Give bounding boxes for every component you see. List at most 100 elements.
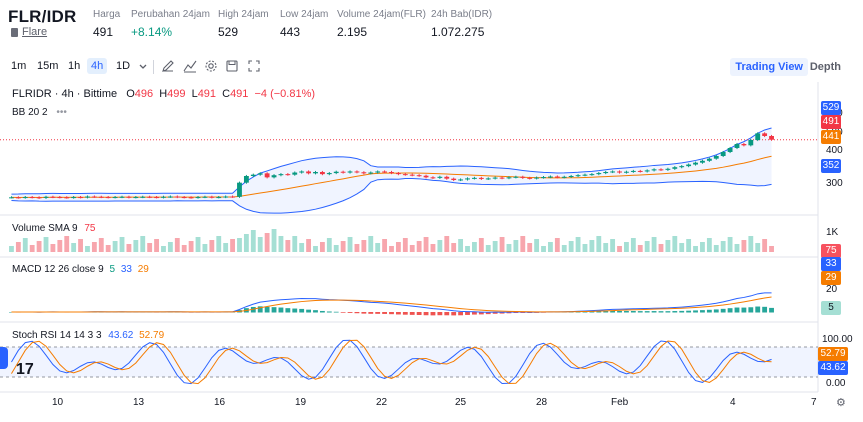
- ohlc-high: 499: [167, 88, 186, 100]
- timeframe-1m[interactable]: 1m: [11, 60, 27, 72]
- volume-bar: [624, 242, 629, 252]
- candle-body: [9, 197, 14, 199]
- candle-body: [658, 169, 664, 171]
- candle-body: [409, 174, 415, 176]
- stat-value: +8.14%: [131, 25, 173, 39]
- macd-histogram-bar: [458, 312, 464, 316]
- indicator-icon[interactable]: [183, 59, 197, 73]
- volume-bar: [769, 246, 774, 252]
- macd-histogram-bar: [299, 308, 305, 313]
- stoch-axis-label-0: 0.00: [826, 378, 846, 389]
- macd-histogram-bar: [340, 312, 346, 313]
- tradingview-logo: 17: [16, 361, 34, 378]
- volume-bar: [78, 239, 83, 252]
- macd-histogram-bar: [637, 311, 643, 313]
- stoch-axis-label-100: 100.00: [822, 334, 853, 345]
- candle-body: [748, 140, 754, 146]
- stat-value: 529: [218, 25, 239, 39]
- macd-histogram-bar: [686, 310, 692, 313]
- timeframe-1d[interactable]: 1D: [116, 60, 131, 72]
- volume-bar: [534, 239, 540, 252]
- collapse-left-button[interactable]: [0, 347, 8, 369]
- flare-coin-icon: [11, 28, 18, 37]
- save-icon[interactable]: [225, 59, 239, 73]
- chevron-down-icon[interactable]: [136, 59, 150, 73]
- depth-button[interactable]: Depth: [809, 61, 841, 73]
- volume-bar: [361, 240, 367, 252]
- stat-label: Volume 24jam(FLR): [337, 9, 426, 20]
- time-tick: 13: [133, 397, 145, 408]
- timeframe-4h[interactable]: 4h: [87, 58, 108, 74]
- macd-legend: MACD 12 26 close 9 5 33 29: [12, 264, 149, 275]
- time-tick: 19: [295, 397, 307, 408]
- timeframe-1h[interactable]: 1h: [68, 60, 81, 72]
- volume-bar: [485, 245, 491, 252]
- macd-label: MACD 12 26 close 9: [12, 264, 104, 275]
- macd-histogram-bar: [693, 310, 698, 313]
- candle-body: [520, 176, 526, 178]
- volume-bar: [520, 236, 526, 252]
- volume-bar: [617, 246, 622, 252]
- candle-body: [513, 176, 519, 178]
- candle-body: [250, 174, 256, 176]
- fullscreen-icon[interactable]: [247, 59, 261, 73]
- stat-volume-idr: 24h Bab(IDR) 1.072.275: [431, 9, 492, 39]
- volume-bar: [741, 240, 747, 252]
- candle-body: [181, 197, 187, 199]
- price-label-300: 300: [826, 178, 843, 189]
- market-header: FLR/IDR Flare Harga 491 Perubahan 24jam …: [0, 0, 863, 48]
- volume-bar: [430, 244, 436, 252]
- volume-bar: [658, 244, 664, 252]
- stoch-k-value: 43.62: [108, 330, 134, 341]
- stat-label: 24h Bab(IDR): [431, 9, 493, 20]
- macd-histogram-bar: [762, 306, 768, 313]
- macd-histogram-bar: [423, 312, 429, 316]
- candle-body: [665, 168, 671, 170]
- macd-histogram-bar: [347, 312, 353, 313]
- candle-body: [271, 175, 277, 178]
- volume-bar: [368, 236, 374, 252]
- chart-settings-icon[interactable]: ⚙: [836, 397, 846, 409]
- volume-bar: [64, 236, 70, 252]
- candle-body: [769, 136, 774, 140]
- macd-histogram-bar: [610, 310, 616, 313]
- macd-signal-line: [11, 296, 772, 313]
- candle-body: [651, 169, 657, 171]
- chart-area[interactable]: FLRIDR · 4h · Bittime O496 H499 L491 C49…: [0, 82, 863, 417]
- macd-histogram-bar: [264, 306, 270, 313]
- candle-body: [561, 176, 567, 178]
- candle-body: [319, 172, 325, 175]
- candle-body: [15, 197, 21, 199]
- candle-body: [243, 176, 249, 183]
- macd-histogram-bar: [624, 310, 629, 313]
- macd-histogram-bar: [472, 312, 477, 315]
- volume-bar: [119, 237, 125, 252]
- candle-body: [527, 177, 533, 179]
- candle-body: [36, 197, 42, 199]
- volume-bar: [85, 246, 90, 252]
- stoch-d-line: [11, 339, 772, 385]
- volume-bar: [50, 244, 56, 252]
- candle-body: [361, 172, 367, 174]
- trading-view-button[interactable]: Trading View: [730, 58, 808, 76]
- volume-bar: [444, 236, 450, 252]
- macd-histogram-bar: [679, 310, 685, 313]
- macd-histogram-bar: [465, 312, 470, 315]
- macd-histogram-bar: [589, 311, 595, 313]
- timeframe-15m[interactable]: 15m: [37, 60, 59, 72]
- candle-body: [437, 176, 443, 178]
- volume-bar: [340, 241, 346, 252]
- asset-link[interactable]: Flare: [22, 26, 48, 38]
- drawing-icon[interactable]: [161, 59, 175, 73]
- volume-bar: [243, 234, 249, 252]
- more-dots-icon[interactable]: •••: [56, 107, 67, 118]
- badge-macd-line: 33: [821, 257, 841, 271]
- volume-bar: [333, 245, 339, 252]
- volume-bar: [354, 244, 360, 252]
- settings-icon[interactable]: [204, 59, 218, 73]
- chart-canvas[interactable]: [0, 82, 863, 417]
- time-tick: 10: [52, 397, 64, 408]
- candle-body: [223, 196, 229, 198]
- volume-bar: [313, 246, 318, 252]
- time-tick: 4: [730, 397, 736, 408]
